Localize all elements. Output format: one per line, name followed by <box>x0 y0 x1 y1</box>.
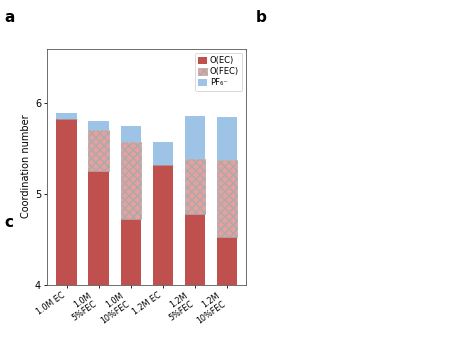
Legend: O(EC), O(FEC), PF₆⁻: O(EC), O(FEC), PF₆⁻ <box>195 53 242 91</box>
Bar <box>89 130 109 171</box>
Bar <box>217 160 237 237</box>
Bar <box>184 214 205 285</box>
Y-axis label: Coordination number: Coordination number <box>21 115 31 218</box>
Text: b: b <box>256 10 267 25</box>
Bar <box>184 159 205 214</box>
Bar <box>217 237 237 285</box>
Bar <box>56 113 77 119</box>
Bar <box>153 142 173 165</box>
Bar <box>184 116 205 159</box>
Bar <box>120 126 141 142</box>
Text: a: a <box>5 10 15 25</box>
Bar <box>217 117 237 160</box>
Bar <box>120 219 141 285</box>
Text: c: c <box>5 215 14 230</box>
Bar <box>120 142 141 219</box>
Bar <box>89 171 109 285</box>
Bar <box>56 119 77 285</box>
Bar <box>89 121 109 130</box>
Bar <box>153 165 173 285</box>
